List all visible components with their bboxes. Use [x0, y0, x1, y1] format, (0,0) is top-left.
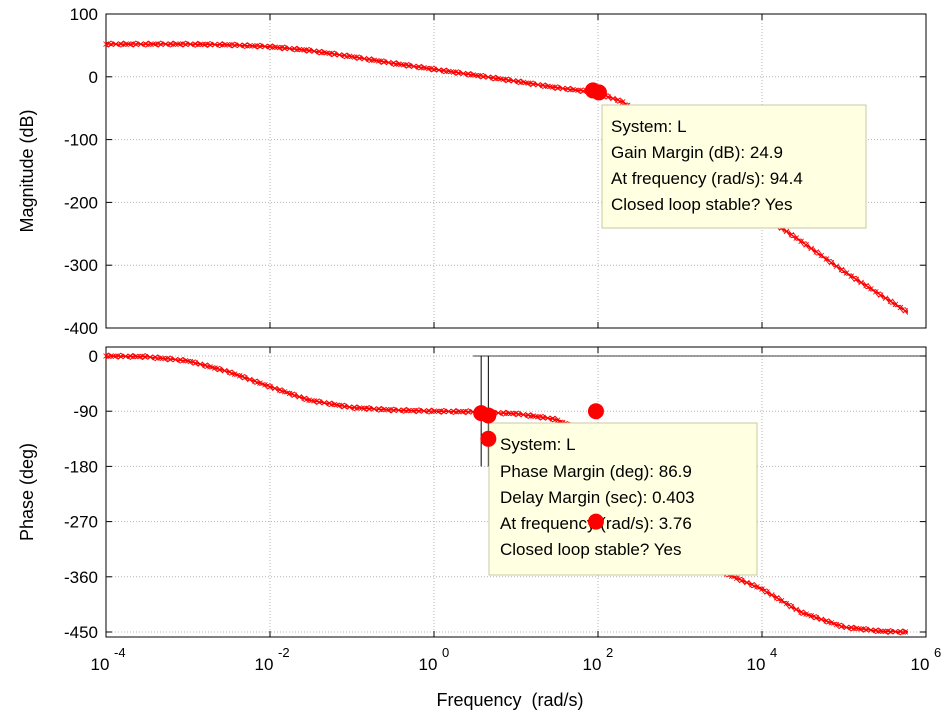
- y-tick-label: -180: [64, 457, 98, 476]
- x-tick-exponent: 4: [770, 645, 777, 660]
- margin-marker: [587, 513, 604, 530]
- phase-margin-datatip-line-2: Phase Margin (deg): 86.9: [500, 462, 692, 481]
- gain-margin-datatip-line-3: At frequency (rad/s): 94.4: [611, 169, 803, 188]
- y-tick-label: -450: [64, 623, 98, 642]
- x-tick-exponent: 2: [606, 645, 613, 660]
- x-tick-label: 10: [583, 655, 602, 674]
- magnitude-plot: 100 0 -100 -200 -300 -400 Magnitude (dB) Syst…: [17, 5, 927, 338]
- phase-markers: [473, 403, 604, 530]
- x-tick-exponent: 0: [442, 645, 449, 660]
- magnitude-y-axis-label: Magnitude (dB): [17, 109, 37, 232]
- x-axis-label: Frequency (rad/s): [436, 690, 583, 710]
- magnitude-y-ticks: 100 0 -100 -200 -300 -400: [64, 5, 927, 338]
- x-tick-label: 10: [747, 655, 766, 674]
- response-trace: [105, 352, 909, 633]
- x-tick-label: 10: [255, 655, 274, 674]
- phase-y-axis-label: Phase (deg): [17, 443, 37, 541]
- margin-marker: [480, 430, 497, 447]
- y-tick-label: -400: [64, 319, 98, 338]
- y-tick-label: -360: [64, 568, 98, 587]
- phase-y-ticks: 0 -90 -180 -270 -360 -450: [64, 347, 926, 642]
- gain-margin-datatip-line-4: Closed loop stable? Yes: [611, 195, 792, 214]
- phase-margin-datatip-line-5: Closed loop stable? Yes: [500, 540, 681, 559]
- x-tick-exponent: -4: [114, 645, 126, 660]
- y-tick-label: 0: [89, 347, 98, 366]
- response-line: [106, 355, 908, 633]
- gain-margin-datatip-line-2: Gain Margin (dB): 24.9: [611, 143, 783, 162]
- margin-marker: [587, 403, 604, 420]
- y-tick-label: 0: [89, 68, 98, 87]
- magnitude-markers: [584, 82, 607, 101]
- x-tick-exponent: -2: [278, 645, 290, 660]
- y-tick-label: -270: [64, 513, 98, 532]
- y-tick-label: -300: [64, 256, 98, 275]
- phase-margin-datatip-line-1: System: L: [500, 435, 576, 454]
- phase-margin-datatip: System: L Phase Margin (deg): 86.9 Delay…: [488, 422, 758, 576]
- phase-x-ticks: 10 -4 10 -2 10 0 10 2 10 4 10 6: [91, 347, 941, 674]
- gain-margin-datatip-line-1: System: L: [611, 117, 687, 136]
- gain-margin-datatip-box: [601, 104, 867, 229]
- gain-margin-marker: [590, 84, 607, 101]
- x-tick-exponent: 6: [934, 645, 941, 660]
- x-tick-label: 10: [419, 655, 438, 674]
- phase-margin-datatip-line-3: Delay Margin (sec): 0.403: [500, 488, 695, 507]
- phase-margin-datatip-box: [488, 422, 758, 576]
- y-tick-label: 100: [70, 5, 98, 24]
- gain-margin-datatip: System: L Gain Margin (dB): 24.9 At freq…: [601, 104, 867, 229]
- y-tick-label: -90: [73, 402, 98, 421]
- x-tick-label: 10: [911, 655, 930, 674]
- y-tick-label: -100: [64, 131, 98, 150]
- margin-marker: [480, 407, 497, 424]
- phase-curve: [103, 352, 909, 636]
- y-tick-label: -200: [64, 193, 98, 212]
- phase-plot: 0-90-180-270-360-450 10-410-210010210410…: [17, 346, 941, 710]
- x-tick-label: 10: [91, 655, 110, 674]
